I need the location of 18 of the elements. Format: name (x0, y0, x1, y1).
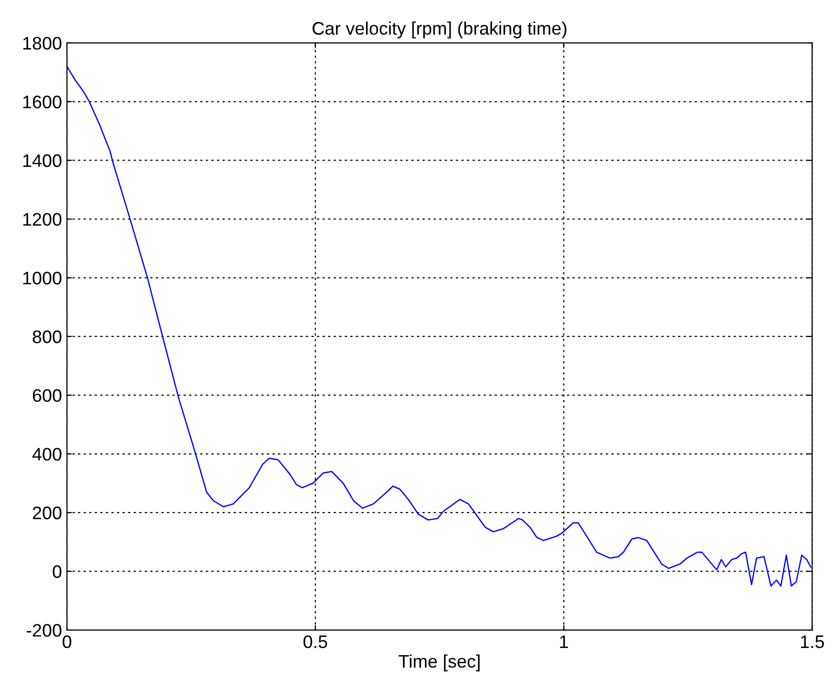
y-tick-label: 1400 (23, 154, 62, 168)
y-tick-label: 1200 (23, 212, 62, 226)
chart-title: Car velocity [rpm] (braking time) (312, 22, 566, 38)
y-tick-label: 1800 (23, 36, 62, 50)
x-axis-title: Time [sec] (398, 654, 480, 672)
x-tick-label: 1.5 (801, 636, 824, 648)
y-tick-label: 0 (52, 565, 62, 578)
y-tick-label: -200 (26, 624, 62, 637)
y-tick-label: 200 (32, 506, 62, 520)
y-tick-label: 1000 (23, 272, 62, 284)
y-tick-label: 800 (32, 330, 62, 344)
x-tick-label: 0 (62, 635, 72, 648)
y-tick-label: 600 (32, 389, 62, 402)
line-series (66, 66, 812, 587)
y-tick-label: 1600 (23, 96, 62, 108)
x-tick-label: 0.5 (304, 635, 328, 648)
y-tick-label: 400 (32, 448, 62, 461)
x-tick-label: 1 (560, 636, 568, 648)
